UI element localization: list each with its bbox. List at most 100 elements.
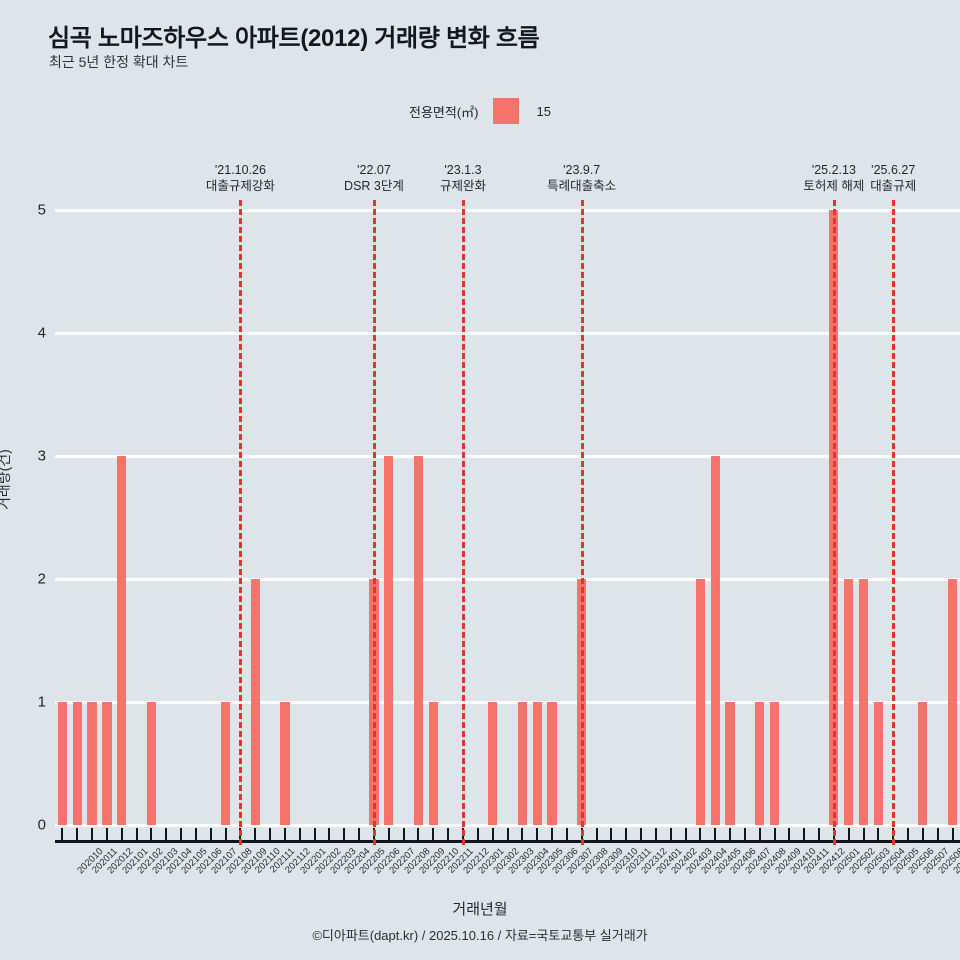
x-tick-mark (402, 828, 405, 842)
event-marker-label: '22.07 DSR 3단계 (344, 162, 404, 194)
event-marker-label: '25.6.27 대출규제 (870, 162, 916, 194)
gridline (55, 700, 960, 704)
chart-legend: 전용면적(㎡) 15 (0, 98, 960, 124)
x-tick-mark (283, 828, 286, 842)
x-axis-tick-marks (55, 828, 960, 842)
y-axis-ticks: 0 1 2 3 4 5 (0, 202, 46, 834)
gridline (55, 454, 960, 458)
x-tick-mark (387, 828, 390, 842)
x-tick-mark (432, 828, 435, 842)
x-tick-mark (758, 828, 761, 842)
x-tick-mark (877, 828, 880, 842)
y-tick-label: 4 (37, 324, 46, 342)
x-tick-mark (328, 828, 331, 842)
x-tick-mark (254, 828, 257, 842)
x-tick-mark (165, 828, 168, 842)
event-marker-line (239, 200, 243, 845)
event-marker-label: '25.2.13 토허제 해제 (803, 162, 864, 194)
bar[interactable] (873, 702, 883, 825)
y-axis-title: 거래량(건) (0, 449, 12, 510)
x-tick-mark (907, 828, 910, 842)
bar[interactable] (769, 702, 780, 825)
bar[interactable] (117, 456, 127, 825)
event-marker-line (832, 200, 836, 845)
x-tick-mark (936, 828, 939, 842)
x-tick-mark (417, 828, 420, 842)
event-date: '23.9.7 (563, 163, 601, 177)
event-marker-label: '23.9.7 특례대출축소 (547, 162, 616, 194)
bar[interactable] (72, 702, 82, 825)
x-tick-mark (788, 828, 791, 842)
x-tick-mark (150, 828, 153, 842)
x-tick-mark (135, 828, 138, 842)
bar[interactable] (947, 579, 958, 825)
x-tick-mark (743, 828, 746, 842)
bar[interactable] (221, 702, 231, 825)
bar[interactable] (87, 702, 97, 825)
x-tick-mark (640, 828, 643, 842)
bar[interactable] (517, 702, 527, 825)
x-tick-mark (714, 828, 717, 842)
event-name: DSR 3단계 (344, 179, 404, 193)
gridline (55, 208, 960, 212)
x-tick-mark (847, 828, 850, 842)
x-tick-mark (551, 828, 553, 842)
event-marker-line (892, 200, 896, 845)
x-tick-mark (610, 828, 613, 842)
gridline (55, 823, 960, 827)
event-marker-label: '23.1.3 규제완화 (440, 162, 486, 194)
x-tick-mark (269, 828, 272, 842)
legend-swatch-icon (492, 98, 519, 124)
x-tick-mark (491, 828, 494, 842)
event-date: '22.07 (357, 163, 391, 177)
x-tick-mark (209, 828, 212, 842)
legend-series-label: 15 (536, 103, 551, 119)
bar[interactable] (146, 702, 157, 825)
bar[interactable] (250, 579, 260, 825)
x-tick-mark (476, 828, 479, 842)
event-name: 대출규제강화 (205, 179, 275, 193)
x-tick-mark (951, 828, 954, 842)
bar[interactable] (57, 702, 67, 825)
bar[interactable] (488, 702, 498, 825)
footer-credit: ©디아파트(dapt.kr) / 2025.10.16 / 자료=국토교통부 실… (312, 928, 648, 943)
x-tick-mark (669, 828, 672, 842)
y-tick-label: 3 (37, 447, 46, 465)
bar[interactable] (725, 702, 735, 825)
bar[interactable] (280, 702, 290, 825)
bar[interactable] (413, 456, 424, 825)
x-tick-mark (699, 828, 702, 842)
bar[interactable] (695, 579, 705, 825)
y-tick-label: 1 (37, 693, 46, 711)
bar[interactable] (547, 702, 557, 825)
bar[interactable] (844, 579, 854, 825)
x-tick-mark (120, 828, 123, 842)
y-tick-label: 5 (37, 201, 46, 219)
x-tick-mark (61, 828, 64, 842)
bar[interactable] (755, 702, 765, 825)
x-tick-mark (521, 828, 524, 842)
bar[interactable] (102, 702, 112, 825)
bar[interactable] (428, 702, 438, 825)
event-name: 규제완화 (439, 179, 486, 193)
bar[interactable] (710, 456, 720, 825)
x-tick-mark (298, 828, 301, 842)
x-tick-mark (729, 828, 732, 842)
x-tick-mark (818, 828, 821, 842)
event-date: '25.2.13 (811, 163, 856, 177)
x-tick-mark (803, 828, 806, 842)
bar[interactable] (384, 456, 394, 825)
legend-title: 전용면적(㎡) (409, 104, 479, 120)
bar[interactable] (532, 702, 542, 825)
x-tick-mark (313, 828, 316, 842)
gridline (55, 331, 960, 335)
event-name: 특례대출축소 (547, 179, 617, 193)
x-tick-mark (773, 828, 776, 842)
bar[interactable] (918, 702, 928, 825)
x-tick-mark (105, 828, 108, 842)
y-tick-label: 2 (37, 570, 46, 588)
bar[interactable] (858, 579, 869, 825)
plot-area (55, 208, 960, 827)
x-tick-mark (447, 828, 450, 842)
